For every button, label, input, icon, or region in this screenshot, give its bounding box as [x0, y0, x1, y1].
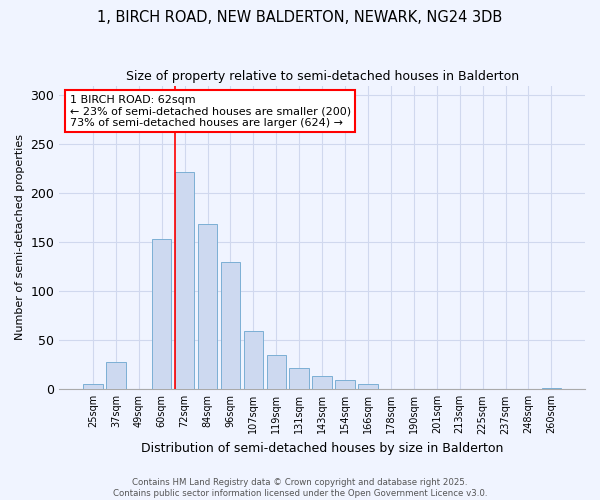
Bar [358, 384, 378, 390]
Bar [221, 262, 240, 390]
Text: Contains HM Land Registry data © Crown copyright and database right 2025.
Contai: Contains HM Land Registry data © Crown c… [113, 478, 487, 498]
Text: 1 BIRCH ROAD: 62sqm
← 23% of semi-detached houses are smaller (200)
73% of semi-: 1 BIRCH ROAD: 62sqm ← 23% of semi-detach… [70, 94, 351, 128]
Bar [542, 388, 561, 390]
Bar [83, 384, 103, 390]
Bar [266, 355, 286, 390]
Bar [335, 380, 355, 390]
X-axis label: Distribution of semi-detached houses by size in Balderton: Distribution of semi-detached houses by … [141, 442, 503, 455]
Bar [198, 224, 217, 390]
Bar [175, 172, 194, 390]
Y-axis label: Number of semi-detached properties: Number of semi-detached properties [15, 134, 25, 340]
Title: Size of property relative to semi-detached houses in Balderton: Size of property relative to semi-detach… [125, 70, 519, 83]
Bar [289, 368, 309, 390]
Bar [106, 362, 125, 390]
Bar [313, 376, 332, 390]
Text: 1, BIRCH ROAD, NEW BALDERTON, NEWARK, NG24 3DB: 1, BIRCH ROAD, NEW BALDERTON, NEWARK, NG… [97, 10, 503, 25]
Bar [152, 240, 172, 390]
Bar [244, 330, 263, 390]
